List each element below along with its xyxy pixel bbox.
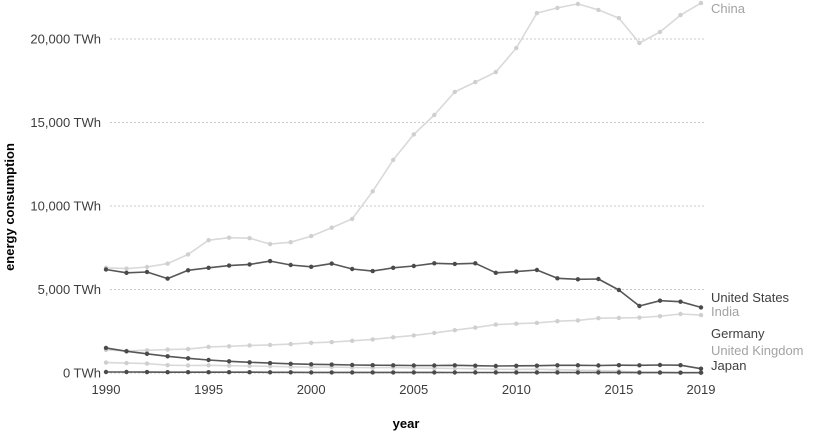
series-points-japan	[103, 369, 704, 375]
series-label-china: China	[711, 1, 746, 16]
series-line-germany	[105, 347, 702, 370]
series-lines	[103, 0, 704, 375]
series-label-united-states: United States	[711, 290, 790, 305]
series-germany	[103, 345, 704, 371]
y-tick-label-10000: 10,000 TWh	[30, 199, 101, 214]
series-line-india	[105, 313, 702, 352]
x-tick-label-2019: 2019	[687, 382, 716, 397]
series-line-japan	[106, 371, 701, 374]
y-tick-label-5000: 5,000 TWh	[38, 282, 101, 297]
series-label-india: India	[711, 304, 740, 319]
x-tick-label-1990: 1990	[92, 382, 121, 397]
y-tick-label-0: 0 TWh	[63, 366, 101, 381]
series-japan	[103, 369, 704, 375]
y-tick-label-20000: 20,000 TWh	[30, 32, 101, 47]
x-axis-title: year	[393, 416, 420, 431]
series-label-united-kingdom: United Kingdom	[711, 343, 804, 358]
y-axis-tick-labels: 0 TWh 5,000 TWh 10,000 TWh 15,000 TWh 20,000…	[30, 32, 101, 381]
series-line-united-kingdom	[105, 361, 701, 374]
series-line-united-states	[105, 260, 702, 309]
x-tick-label-2010: 2010	[502, 382, 531, 397]
series-points-germany	[103, 345, 704, 371]
series-china	[103, 0, 704, 271]
x-tick-label-2000: 2000	[297, 382, 326, 397]
gridlines	[110, 38, 705, 374]
series-label-germany: Germany	[711, 326, 765, 341]
x-axis-tick-labels: 1990 1995 2000 2005 2010 2015 2019	[92, 382, 716, 397]
series-united-states	[103, 258, 704, 310]
x-tick-label-2005: 2005	[399, 382, 428, 397]
x-tick-label-1995: 1995	[194, 382, 223, 397]
y-axis-title: energy consumption	[2, 143, 17, 271]
series-line-china	[105, 2, 702, 270]
series-points-united-states	[103, 258, 704, 310]
series-points-china	[103, 0, 704, 271]
x-tick-label-2015: 2015	[604, 382, 633, 397]
y-tick-label-15000: 15,000 TWh	[30, 115, 101, 130]
series-label-japan: Japan	[711, 358, 746, 373]
series-india	[103, 311, 704, 353]
